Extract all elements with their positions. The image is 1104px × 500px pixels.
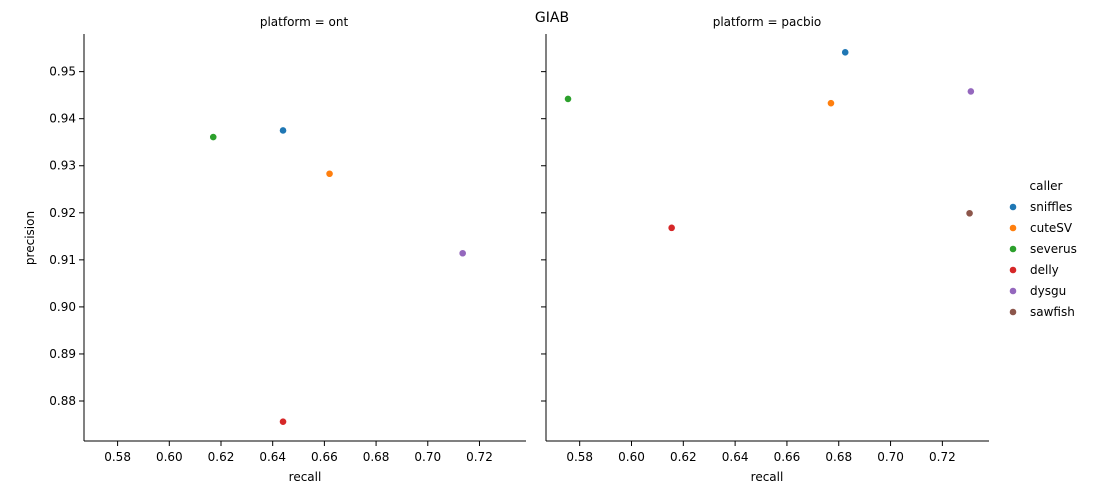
- facet-title-ont: platform = ont: [260, 15, 349, 29]
- point-delly: [279, 417, 287, 426]
- point-dysgu: [966, 87, 975, 96]
- x-tick-label: 0.64: [259, 450, 286, 464]
- x-tick-label: 0.66: [311, 450, 338, 464]
- y-tick-label: 0.91: [49, 253, 76, 267]
- legend-marker-sawfish: [1009, 308, 1017, 316]
- y-tick-label: 0.88: [49, 394, 76, 408]
- legend-marker-sniffles: [1009, 203, 1017, 211]
- x-tick-label: 0.68: [363, 450, 390, 464]
- x-tick-label: 0.62: [208, 450, 235, 464]
- x-tick-label: 0.64: [722, 450, 749, 464]
- x-tick-label: 0.58: [104, 450, 131, 464]
- legend-label-severus: severus: [1030, 242, 1077, 256]
- y-tick-label: 0.94: [49, 112, 76, 126]
- y-tick-label: 0.92: [49, 206, 76, 220]
- x-axis-label-pacbio: recall: [751, 470, 784, 484]
- legend-label-sawfish: sawfish: [1030, 305, 1075, 319]
- point-sniffles: [279, 126, 287, 135]
- point-severus: [564, 95, 572, 103]
- y-tick-label: 0.95: [49, 65, 76, 79]
- legend-label-sniffles: sniffles: [1030, 200, 1072, 214]
- facet-ont: platform = ont 0.880.890.900.910.920.930…: [23, 15, 526, 484]
- legend-label-cuteSV: cuteSV: [1030, 221, 1073, 235]
- point-severus: [209, 133, 218, 141]
- x-tick-label: 0.60: [618, 450, 645, 464]
- y-axis-ticks-pacbio: [541, 71, 546, 402]
- y-axis-ticks: 0.88 0.89 0.90 0.91 0.92 0.93 0.94 0.95: [49, 65, 84, 408]
- x-axis-ticks-pacbio: 0.58 0.60 0.62 0.64 0.66 0.68 0.70 0.72: [566, 441, 956, 464]
- x-tick-label: 0.60: [156, 450, 183, 464]
- x-tick-label: 0.66: [774, 450, 801, 464]
- legend-marker-delly: [1009, 266, 1017, 274]
- point-cuteSV: [325, 169, 334, 178]
- y-tick-label: 0.89: [49, 347, 76, 361]
- legend-label-delly: delly: [1030, 263, 1059, 277]
- y-tick-label: 0.93: [49, 159, 76, 173]
- x-tick-label: 0.68: [825, 450, 852, 464]
- y-axis-label: precision: [23, 211, 37, 265]
- facet-pacbio: platform = pacbio 0.58 0.60 0.62 0.64 0.66 0.…: [541, 15, 989, 484]
- x-tick-label: 0.62: [670, 450, 697, 464]
- point-delly: [667, 223, 676, 232]
- x-tick-label: 0.70: [414, 450, 441, 464]
- point-cuteSV: [827, 99, 835, 108]
- scatter-points-pacbio: [564, 48, 975, 232]
- x-axis-label-ont: recall: [289, 470, 322, 484]
- legend-marker-dysgu: [1009, 287, 1017, 295]
- x-tick-label: 0.58: [566, 450, 593, 464]
- x-axis-ticks-ont: 0.58 0.60 0.62 0.64 0.66 0.68 0.70 0.72: [104, 441, 493, 464]
- point-sawfish: [965, 209, 974, 218]
- legend-marker-cuteSV: [1009, 224, 1017, 232]
- point-dysgu: [458, 249, 467, 258]
- x-tick-label: 0.70: [877, 450, 904, 464]
- scatter-points-ont: [209, 126, 467, 426]
- legend: caller sniffles cuteSV severus delly dysgu sa…: [1009, 179, 1077, 319]
- legend-marker-severus: [1009, 245, 1017, 253]
- y-tick-label: 0.90: [49, 300, 76, 314]
- x-tick-label: 0.72: [466, 450, 493, 464]
- x-tick-label: 0.72: [929, 450, 956, 464]
- point-sniffles: [841, 48, 850, 57]
- figure-title: GIAB: [535, 10, 569, 26]
- facet-title-pacbio: platform = pacbio: [713, 15, 822, 29]
- legend-title: caller: [1030, 179, 1063, 193]
- legend-label-dysgu: dysgu: [1030, 284, 1066, 298]
